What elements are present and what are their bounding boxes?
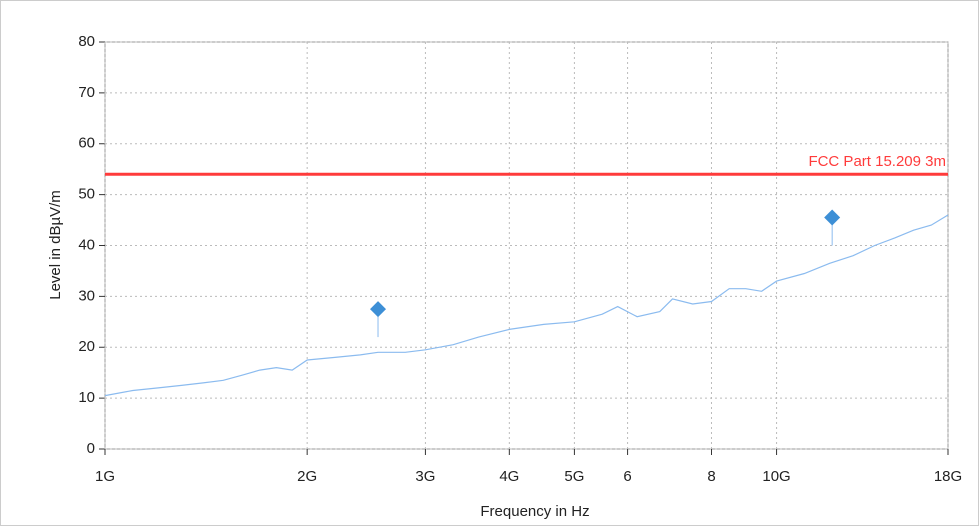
x-tick-label: 2G	[297, 468, 317, 485]
x-tick-label: 1G	[95, 468, 115, 485]
y-tick-label: 50	[78, 186, 95, 203]
x-tick-label: 8	[707, 468, 715, 485]
limit-label: FCC Part 15.209 3m	[808, 153, 946, 170]
x-tick-label: 10G	[762, 468, 790, 485]
x-tick-label: 5G	[564, 468, 584, 485]
x-tick-label: 3G	[415, 468, 435, 485]
y-tick-label: 60	[78, 135, 95, 152]
y-tick-label: 80	[78, 33, 95, 50]
y-axis-label: Level in dBµV/m	[47, 190, 64, 300]
x-axis-label: Frequency in Hz	[480, 503, 589, 520]
y-tick-label: 0	[87, 440, 95, 457]
y-tick-label: 40	[78, 236, 95, 253]
x-tick-label: 6	[623, 468, 631, 485]
y-tick-label: 30	[78, 287, 95, 304]
trace	[104, 214, 949, 397]
marker	[824, 209, 841, 226]
y-tick-label: 70	[78, 84, 95, 101]
y-tick-label: 20	[78, 338, 95, 355]
x-tick-label: 4G	[499, 468, 519, 485]
marker	[370, 301, 387, 318]
y-tick-label: 10	[78, 389, 95, 406]
x-tick-label: 18G	[934, 468, 962, 485]
